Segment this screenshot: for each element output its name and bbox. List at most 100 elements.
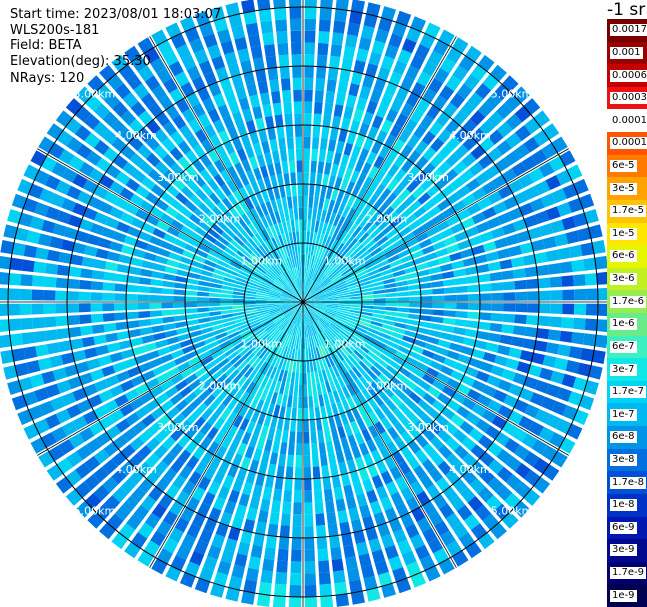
ray-gate: [452, 522, 469, 539]
ray-gate: [249, 459, 260, 473]
ray-gate: [248, 556, 261, 570]
ray-gate: [220, 306, 233, 311]
ray-gate: [312, 335, 318, 348]
ray-gate: [316, 321, 324, 332]
ray-gate: [433, 40, 449, 56]
ray-gate: [597, 287, 607, 301]
ray-gate: [348, 284, 360, 290]
ray-gate: [445, 512, 462, 529]
ray-gate: [55, 303, 68, 314]
ray-gate: [385, 306, 398, 312]
ray-gate: [312, 269, 319, 281]
ray-gate: [362, 176, 373, 190]
ray-gate: [227, 265, 240, 273]
ray-gate: [120, 444, 136, 459]
ray-gate: [119, 127, 136, 143]
ray-gate: [250, 341, 261, 352]
ray-gate: [523, 451, 540, 468]
ray-gate: [338, 297, 351, 300]
ray-gate: [316, 54, 328, 68]
ray-gate: [315, 347, 321, 359]
ray-gate: [181, 534, 196, 550]
ray-gate: [319, 583, 332, 597]
ray-gate: [360, 253, 372, 264]
ray-gate: [67, 315, 80, 326]
ray-gate: [317, 548, 329, 562]
ray-gate: [95, 84, 113, 101]
ray-gate: [262, 558, 275, 572]
ray-gate: [43, 303, 56, 314]
ray-gate: [548, 263, 561, 275]
ray-gate: [309, 282, 317, 293]
ray-gate: [171, 245, 185, 255]
ray-gate: [86, 358, 101, 370]
azimuth-spokes: [0, 0, 607, 607]
ray-gate: [194, 578, 211, 594]
ray-gate: [200, 327, 213, 335]
range-ring-label: 4.00km: [115, 129, 157, 142]
ray-gate: [431, 316, 444, 324]
ray-gate: [471, 244, 486, 256]
ray-gate: [204, 233, 217, 244]
ray-gate: [330, 427, 339, 441]
ray-gate: [371, 474, 384, 489]
ray-gate: [329, 270, 340, 280]
ray-gate: [488, 129, 504, 145]
ray-gate: [283, 382, 290, 396]
ray-gate: [93, 448, 110, 465]
ray-gate: [313, 395, 319, 408]
ray-gate: [336, 333, 347, 344]
ray-gate: [235, 85, 247, 100]
ray-gate: [536, 264, 550, 276]
ray-gate: [33, 261, 47, 274]
ray-gate: [198, 202, 211, 215]
ray-gate: [318, 274, 327, 285]
ray-gate: [392, 567, 407, 582]
ray-gate: [186, 179, 200, 193]
ray-gate: [334, 582, 348, 596]
ray-gate: [306, 279, 311, 291]
ray-gate: [174, 321, 188, 329]
ray-gate: [256, 436, 266, 450]
ray-gate: [161, 451, 176, 467]
ray-gate: [133, 83, 150, 100]
ray-gate: [273, 249, 282, 261]
ray-gate: [441, 325, 455, 333]
ray-gate: [273, 343, 282, 355]
ray-gate: [372, 251, 385, 261]
ray-gate: [220, 407, 232, 421]
ray-gate: [304, 30, 316, 43]
ray-gate: [193, 207, 206, 220]
ray-gate: [311, 323, 318, 335]
ray-gate: [288, 359, 294, 372]
ray-gate: [354, 213, 365, 226]
ray-gate: [395, 10, 412, 26]
ray-gate: [352, 263, 365, 273]
ray-gate: [281, 306, 293, 312]
ray-gate: [320, 317, 331, 326]
ray-gate: [309, 419, 316, 432]
ray-gate: [325, 90, 335, 104]
ray-gate: [114, 83, 131, 100]
ray-gate: [231, 337, 244, 347]
ray-gate: [355, 346, 367, 357]
ray-gate: [485, 425, 501, 440]
ray-gate: [496, 139, 513, 156]
ray-gate: [268, 268, 278, 279]
colorbar-tick-label: 1e-8: [610, 499, 637, 512]
ray-gate: [288, 256, 294, 269]
ray-gate: [131, 169, 147, 184]
ray-gate: [274, 583, 287, 597]
ray-gate: [266, 324, 277, 334]
ray-gate: [198, 243, 211, 254]
ray-gate: [277, 261, 286, 273]
ray-gate: [303, 254, 306, 267]
ray-gate: [550, 290, 563, 301]
ray-gate: [105, 216, 120, 229]
ray-gate: [349, 10, 363, 25]
ray-gate: [239, 391, 250, 404]
ray-gate: [479, 283, 492, 292]
ray-gate: [479, 293, 492, 301]
ray-gate: [285, 347, 291, 359]
ray-gate: [411, 249, 424, 259]
